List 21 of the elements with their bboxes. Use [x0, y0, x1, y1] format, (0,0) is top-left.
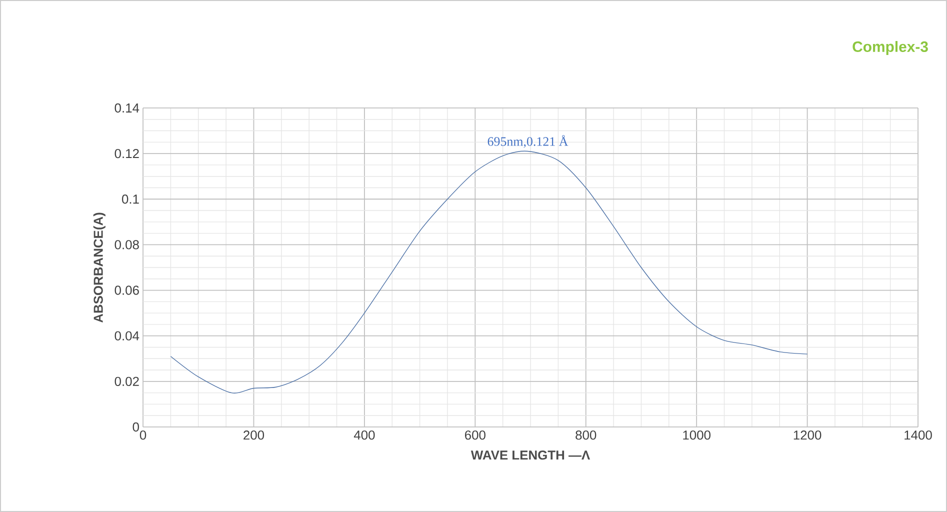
- y-axis-title: ABSORBANCE(A): [93, 212, 106, 323]
- y-tick-label: 0.12: [114, 148, 139, 158]
- x-tick-label: 1200: [794, 430, 822, 440]
- x-tick-label: 1400: [904, 430, 932, 440]
- x-tick-label: 0: [140, 430, 146, 440]
- x-tick-label: 600: [465, 430, 486, 440]
- y-tick-label: 0.08: [114, 240, 139, 250]
- x-tick-label: 1000: [683, 430, 710, 440]
- chart-title: Complex-3: [852, 41, 928, 55]
- y-tick-label: 0.06: [114, 286, 139, 295]
- line-series: [170, 150, 808, 394]
- x-tick-label: 800: [576, 430, 596, 440]
- y-tick-label: 0.04: [114, 331, 140, 340]
- y-tick-label: 0.1: [122, 194, 139, 204]
- y-tick-label: 0: [132, 422, 139, 432]
- x-tick-label: 200: [244, 430, 264, 440]
- x-tick-label: 400: [354, 430, 375, 440]
- y-tick-label: 0.02: [114, 376, 139, 386]
- x-axis-title: WAVE LENGTH —Λ: [470, 450, 590, 460]
- annotation: 695nm,0.121 Å: [488, 135, 568, 148]
- y-tick-label: 0.14: [114, 103, 140, 113]
